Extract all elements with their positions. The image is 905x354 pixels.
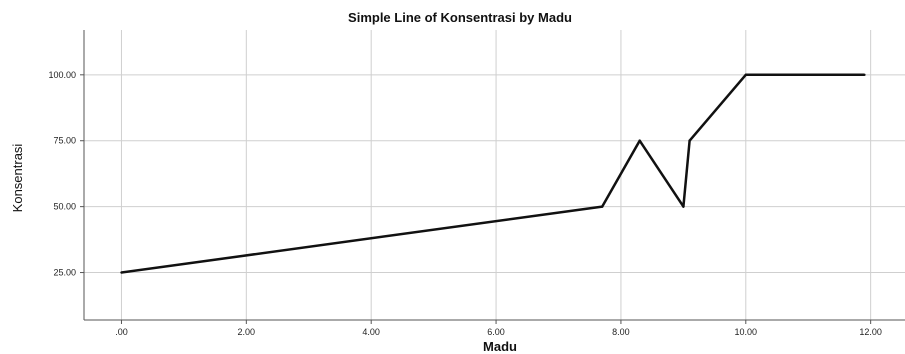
data-point (688, 139, 691, 142)
grid (84, 30, 905, 320)
data-point (600, 205, 604, 208)
y-tick-label: 25.00 (53, 268, 76, 278)
y-tick-label: 50.00 (53, 202, 76, 212)
series-layer (120, 73, 866, 274)
series-line (121, 73, 865, 274)
chart-title: Simple Line of Konsentrasi by Madu (348, 10, 572, 25)
axes (80, 30, 905, 324)
data-point (638, 139, 641, 142)
x-axis-label: Madu (483, 339, 517, 354)
x-tick-label: .00 (115, 327, 128, 337)
y-axis-label: Konsentrasi (10, 144, 25, 213)
x-tick-label: 8.00 (612, 327, 630, 337)
y-tick-label: 75.00 (53, 136, 76, 146)
x-tick-label: 4.00 (362, 327, 380, 337)
data-point (120, 271, 123, 274)
data-point (744, 73, 747, 77)
y-tick-label: 100.00 (48, 70, 76, 80)
data-point (682, 205, 685, 208)
x-tick-label: 2.00 (238, 327, 256, 337)
x-tick-label: 10.00 (735, 327, 758, 337)
data-point (863, 73, 866, 77)
x-tick-label: 6.00 (487, 327, 505, 337)
x-tick-label: 12.00 (859, 327, 882, 337)
tick-labels: .00 2.00 4.00 6.00 8.00 10.00 12.00 25.00 50.00 7… (48, 70, 881, 337)
